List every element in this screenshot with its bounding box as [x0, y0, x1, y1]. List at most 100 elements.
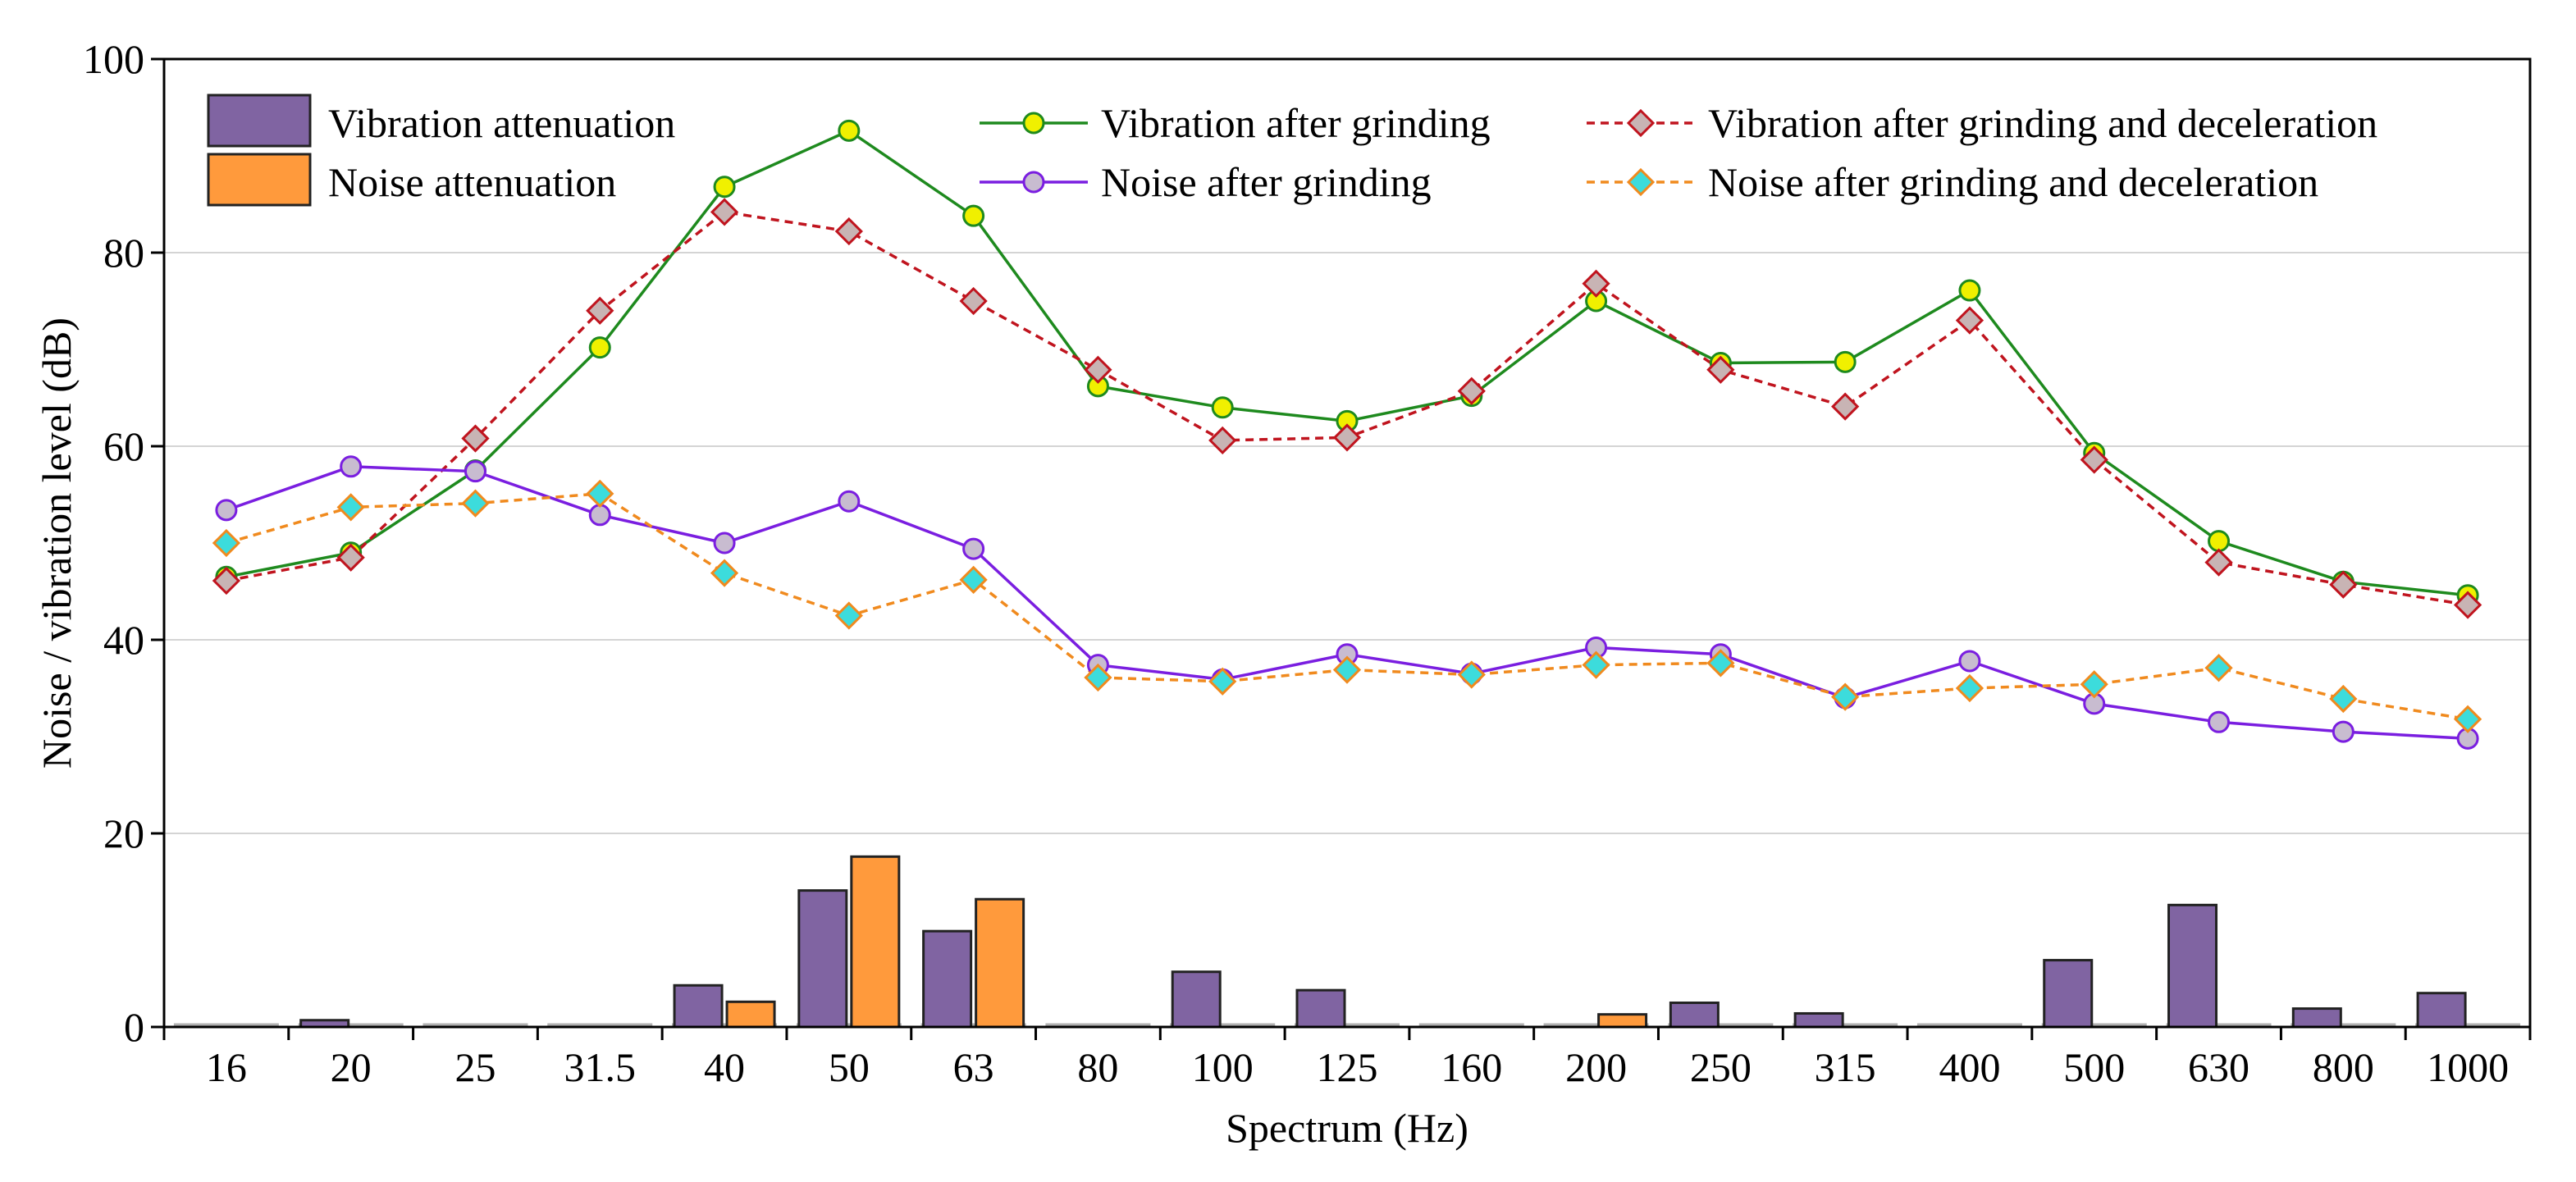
vibration-attenuation-bar [1295, 988, 1346, 1029]
bar-group [173, 855, 2521, 1029]
x-tick-label: 80 [1077, 1044, 1118, 1090]
x-tick-label: 160 [1441, 1044, 1502, 1090]
noise-after-grinding-marker [588, 504, 611, 527]
y-tick-label: 40 [103, 617, 144, 663]
legend-marker-noise-after-grinding [1022, 171, 1045, 194]
vibration-after-grinding-marker [1834, 350, 1857, 373]
x-tick-label: 63 [953, 1044, 994, 1090]
noise-after-grinding-deceleration-marker [336, 493, 365, 522]
x-tick-label: 500 [2063, 1044, 2125, 1090]
vibration-after-grinding-deceleration-marker [461, 424, 490, 453]
vibration-after-grinding-deceleration-marker [1706, 355, 1735, 384]
x-tick-label: 200 [1565, 1044, 1627, 1090]
noise-after-grinding-deceleration-marker [834, 601, 863, 630]
noise-attenuation-bar [975, 897, 1025, 1029]
noise-after-grinding-marker [340, 455, 363, 478]
noise-after-grinding-deceleration-marker [1706, 649, 1735, 678]
vibration-after-grinding-marker [2208, 530, 2231, 553]
vibration-after-grinding-marker [962, 204, 985, 227]
legend-marker-vibration-after-grinding [1022, 112, 1045, 135]
noise-attenuation-bar [1597, 1013, 1648, 1029]
vibration-after-grinding-deceleration-marker [1457, 377, 1486, 405]
vibration-attenuation-bar [2043, 959, 2094, 1029]
x-tick-label: 16 [206, 1044, 247, 1090]
x-tick-label: 250 [1690, 1044, 1752, 1090]
noise-after-grinding-deceleration-marker [2080, 670, 2108, 699]
x-tick-label: 31.5 [564, 1044, 637, 1090]
plot-frame [162, 57, 2532, 1029]
vibration-after-grinding-deceleration-marker [336, 543, 365, 572]
legend-marker-noise-after-grinding-deceleration [1626, 167, 1656, 197]
vibration-attenuation-bar [922, 929, 973, 1029]
noise-after-grinding-deceleration-marker [2329, 684, 2358, 714]
noise-after-grinding-marker [962, 537, 985, 560]
vibration-after-grinding-deceleration-marker [1084, 355, 1112, 384]
vibration-attenuation-bar [797, 889, 848, 1029]
noise-after-grinding-deceleration-marker [1084, 663, 1112, 692]
vibration-after-grinding-deceleration-marker [1831, 392, 1860, 421]
noise-after-grinding-deceleration-marker [1208, 667, 1237, 696]
noise-after-grinding-deceleration-marker [959, 565, 988, 594]
axes: 0 20 40 60 80 100 16 20 25 31.5 40 50 63 80 100 125 160 2… [83, 36, 2532, 1090]
line-group [212, 119, 2482, 750]
legend-label-vibration-after-grinding: Vibration after grinding [1101, 100, 1491, 146]
x-tick-label: 400 [1939, 1044, 2000, 1090]
x-tick-label: 630 [2188, 1044, 2249, 1090]
noise-attenuation-bar [725, 1000, 776, 1029]
legend-swatch-noise-attenuation [207, 153, 312, 207]
x-tick-label: 50 [829, 1044, 870, 1090]
x-tick-label: 125 [1317, 1044, 1378, 1090]
noise-after-grinding-marker [2332, 720, 2354, 743]
vibration-attenuation-bar [673, 983, 724, 1029]
noise-after-grinding-marker [838, 490, 861, 513]
legend-label-noise-after-grinding-deceleration: Noise after grinding and deceleration [1708, 159, 2318, 205]
vibration-after-grinding-deceleration-marker [1208, 426, 1237, 455]
legend-label-vibration-attenuation: Vibration attenuation [328, 100, 675, 146]
noise-after-grinding-marker [464, 460, 486, 483]
vibration-attenuation-bar [2291, 1007, 2342, 1029]
noise-after-grinding-deceleration-marker [461, 489, 490, 518]
noise-after-grinding-deceleration-marker [1955, 673, 1985, 703]
vibration-after-grinding-deceleration-marker [834, 217, 863, 246]
x-tick-label: 315 [1815, 1044, 1876, 1090]
vibration-after-grinding-deceleration-marker [710, 198, 739, 226]
x-tick-label: 1000 [2427, 1044, 2509, 1090]
vibration-after-grinding-marker [1211, 396, 1234, 419]
vibration-after-grinding-deceleration-marker [1955, 306, 1985, 335]
vibration-attenuation-bar [1171, 970, 1222, 1029]
noise-after-grinding-deceleration-marker [2453, 705, 2482, 733]
noise-after-grinding-marker [1958, 650, 1981, 673]
legend-marker-vibration-after-grinding-deceleration [1626, 108, 1656, 138]
vibration-after-grinding-deceleration-marker [586, 296, 614, 325]
vibration-after-grinding-deceleration-marker [1582, 269, 1610, 298]
noise-after-grinding-deceleration-marker [710, 559, 739, 587]
legend: Vibration attenuation Noise attenuation Vi… [207, 94, 2377, 207]
noise-after-grinding-deceleration-marker [586, 479, 614, 508]
legend-swatch-vibration-attenuation [207, 94, 312, 148]
y-tick-label: 20 [103, 810, 144, 856]
y-tick-label: 80 [103, 230, 144, 276]
vibration-after-grinding-marker [588, 336, 611, 359]
y-axis-title: Noise / vibration level (dB) [34, 317, 80, 769]
x-axis-title: Spectrum (Hz) [1226, 1105, 1468, 1151]
vibration-after-grinding-deceleration-marker [2453, 591, 2482, 619]
x-tick-label: 40 [704, 1044, 745, 1090]
x-tick-label: 25 [454, 1044, 496, 1090]
vibration-attenuation-bar [2416, 992, 2467, 1029]
x-tick-label: 800 [2313, 1044, 2374, 1090]
y-tick-label: 100 [83, 36, 144, 82]
legend-label-vibration-after-grinding-deceleration: Vibration after grinding and deceleratio… [1708, 100, 2377, 146]
noise-after-grinding-deceleration-marker [1457, 660, 1486, 689]
vibration-after-grinding-deceleration-marker [2204, 548, 2233, 577]
vibration-attenuation-bar [1793, 1011, 1844, 1029]
noise-after-grinding-marker [713, 532, 736, 554]
legend-label-noise-after-grinding: Noise after grinding [1101, 159, 1432, 205]
noise-after-grinding-deceleration-marker [1332, 655, 1362, 684]
vibration-attenuation-bar [1669, 1002, 1720, 1029]
vibration-after-grinding-deceleration-marker [1332, 423, 1362, 452]
noise-after-grinding-marker [215, 499, 238, 522]
x-tick-label: 100 [1192, 1044, 1254, 1090]
